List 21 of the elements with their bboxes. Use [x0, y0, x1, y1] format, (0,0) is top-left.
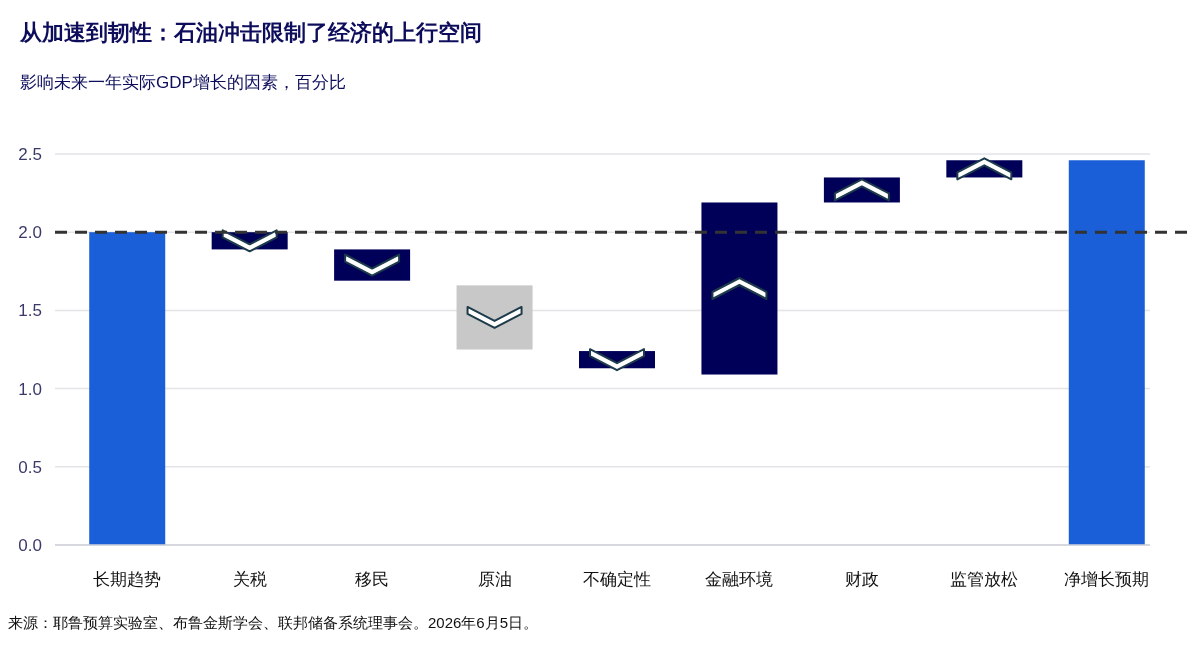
- source-note: 来源：耶鲁预算实验室、布鲁金斯学会、联邦储备系统理事会。2026年6月5日。: [8, 614, 539, 631]
- y-tick-label: 2.5: [18, 145, 42, 164]
- x-tick-label: 不确定性: [583, 570, 651, 589]
- x-tick-label: 原油: [477, 570, 512, 589]
- y-tick-label: 0.5: [18, 457, 42, 477]
- x-tick-label: 财政: [844, 570, 879, 589]
- bar: [1068, 160, 1145, 545]
- x-tick-label: 长期趋势: [93, 570, 162, 589]
- x-tick-label: 金融环境: [705, 570, 774, 589]
- x-tick-label: 关税: [232, 570, 267, 589]
- x-tick-label: 监管放松: [950, 570, 1019, 589]
- x-tick-label: 移民: [355, 570, 390, 589]
- y-tick-label: 1.5: [18, 301, 42, 321]
- x-tick-label: 净增长预期: [1064, 570, 1150, 589]
- chart-subtitle: 影响未来一年实际GDP增长的因素，百分比: [20, 73, 346, 92]
- y-tick-label: 0.0: [18, 536, 42, 555]
- bar: [89, 232, 166, 545]
- y-tick-label: 1.0: [18, 379, 42, 399]
- chart-title: 从加速到韧性：石油冲击限制了经济的上行空间: [19, 20, 482, 45]
- y-tick-label: 2.0: [18, 223, 42, 243]
- bar: [701, 202, 778, 375]
